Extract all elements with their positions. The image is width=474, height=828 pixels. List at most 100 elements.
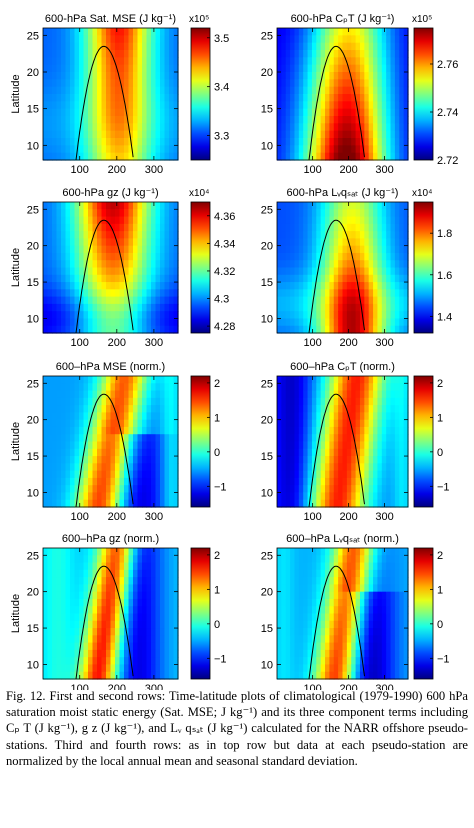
heatmap-cell [298, 311, 304, 320]
heatmap-cell [290, 282, 296, 290]
heatmap-cell [346, 35, 352, 44]
heatmap-cell [137, 79, 143, 88]
heatmap-cell [47, 72, 53, 80]
heatmap-cell [97, 434, 103, 443]
heatmap-cell [128, 448, 134, 457]
heatmap-cell [43, 548, 49, 556]
heatmap-cells [277, 376, 409, 508]
heatmap-cell [316, 383, 322, 392]
heatmap-cell [364, 412, 370, 421]
heatmap-cell [364, 260, 370, 269]
heatmap-cell [128, 202, 134, 210]
heatmap-cell [290, 649, 296, 658]
heatmap-cell [351, 231, 357, 239]
heatmap-cell [303, 325, 309, 334]
heatmap-cell [294, 606, 300, 615]
heatmap-cell [61, 57, 67, 66]
heatmap-cell [83, 216, 89, 225]
heatmap-cell [403, 664, 409, 673]
heatmap-cell [79, 296, 85, 305]
heatmap-cell [52, 123, 58, 132]
heatmap-cell [43, 397, 49, 406]
heatmap-cell [52, 79, 58, 88]
heatmap-cell [346, 448, 352, 457]
heatmap-cell [381, 223, 387, 232]
heatmap-cell [151, 282, 157, 290]
heatmap-cell [110, 555, 116, 564]
heatmap-cell [394, 260, 400, 269]
heatmap-cell [110, 569, 116, 578]
heatmap-cell [52, 311, 58, 320]
plot-frame [42, 547, 179, 680]
heatmap-cell [83, 282, 89, 290]
heatmap-cell [88, 485, 94, 494]
y-tick-label: 20 [27, 241, 39, 253]
heatmap-cell [160, 138, 166, 146]
heatmap-cell [70, 223, 76, 232]
heatmap-cell [61, 620, 67, 629]
heatmap-cell [390, 57, 396, 66]
heatmap-cell [97, 635, 103, 644]
heatmap-cell [164, 448, 170, 457]
heatmap-cell [70, 303, 76, 312]
heatmap-cell [61, 613, 67, 622]
heatmap-cell [346, 231, 352, 239]
heatmap-cell [106, 101, 112, 110]
heatmap-cell [364, 274, 370, 283]
heatmap-cell [110, 499, 116, 508]
heatmap-cell [355, 123, 361, 132]
heatmap-cell [155, 252, 161, 261]
heatmap-cell [381, 477, 387, 486]
heatmap-cell [115, 64, 121, 73]
heatmap-cell [373, 42, 379, 51]
heatmap-cell [79, 79, 85, 88]
heatmap-cell [133, 72, 139, 80]
heatmap-cell [394, 64, 400, 73]
heatmap-cell [88, 79, 94, 88]
panel-title: 600-hPa gz (J kg⁻¹) [62, 187, 158, 199]
heatmap-cell [56, 138, 62, 146]
heatmap-cell [307, 202, 313, 210]
heatmap-cell [399, 548, 405, 556]
heatmap-cell [351, 145, 357, 154]
heatmap-cell [403, 245, 409, 254]
heatmap-cell [325, 303, 330, 312]
heatmap-cell [173, 145, 179, 154]
heatmap-cell [43, 635, 49, 644]
heatmap-cell [351, 649, 357, 658]
heatmap-cell [115, 456, 121, 464]
heatmap-cell [277, 555, 282, 564]
heatmap-cell [303, 419, 309, 428]
heatmap-cell [325, 376, 330, 384]
heatmap-cell [290, 426, 296, 435]
heatmap-cell [342, 296, 348, 305]
heatmap-cell [394, 405, 400, 413]
heatmap-cell [294, 145, 300, 154]
heatmap-cell [346, 116, 352, 124]
heatmap-cell [285, 390, 291, 399]
heatmap-cell [403, 577, 409, 585]
heatmap-cell [320, 434, 326, 443]
heatmap-cell [65, 598, 71, 607]
heatmap-cell [298, 296, 304, 305]
heatmap-cell [394, 57, 400, 66]
heatmap-cell [142, 86, 148, 95]
heatmap-cell [155, 562, 161, 571]
heatmap-cell [151, 412, 157, 421]
heatmap-cell [43, 28, 49, 36]
heatmap-cell [92, 412, 98, 421]
heatmap-cell [151, 231, 157, 239]
heatmap-cell [61, 145, 67, 154]
heatmap-cell [151, 642, 157, 651]
heatmap-cell [355, 145, 361, 154]
heatmap-cell [119, 405, 125, 413]
heatmap-cell [403, 448, 409, 457]
heatmap-cell [399, 252, 405, 261]
heatmap-cell [128, 477, 134, 486]
heatmap-cell [92, 303, 98, 312]
heatmap-cell [119, 657, 125, 666]
heatmap-cell [285, 642, 291, 651]
heatmap-cell [137, 303, 143, 312]
heatmap-cell [97, 209, 103, 218]
